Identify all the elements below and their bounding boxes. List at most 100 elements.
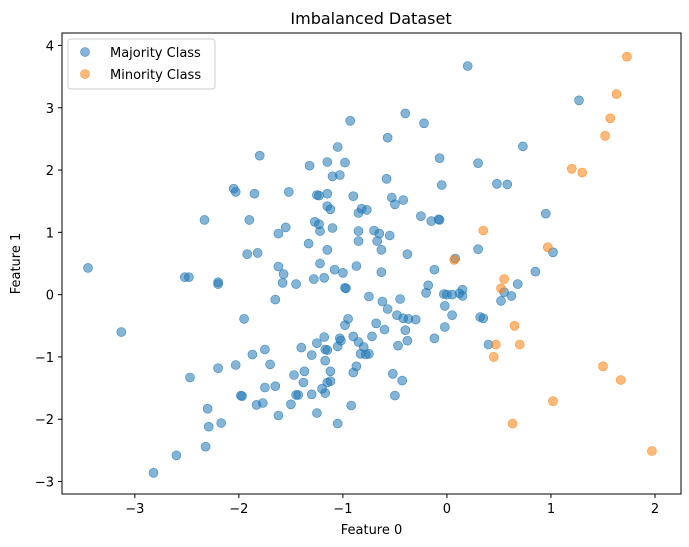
majority-point	[260, 344, 270, 355]
majority-point	[304, 160, 315, 171]
majority-point	[340, 157, 350, 168]
majority-point	[402, 249, 413, 259]
minority-point	[490, 339, 501, 350]
majority-point	[325, 204, 336, 215]
majority-point	[353, 226, 364, 236]
majority-point	[303, 238, 314, 249]
majority-point	[322, 345, 333, 355]
minority-point	[600, 131, 610, 141]
majority-point	[249, 188, 260, 199]
minority-point	[611, 89, 622, 99]
majority-point	[393, 340, 403, 351]
majority-point	[364, 348, 374, 359]
majority-point	[270, 294, 281, 305]
majority-point	[382, 132, 393, 143]
majority-point	[367, 331, 377, 342]
majority-point	[199, 215, 210, 225]
minority-point	[647, 446, 657, 456]
majority-point	[184, 272, 194, 283]
majority-point	[293, 390, 304, 400]
majority-point	[334, 170, 345, 180]
minority-point	[542, 242, 553, 253]
majority-point	[419, 118, 429, 129]
minority-point	[478, 225, 489, 236]
legend: Majority Class Minority Class	[67, 38, 216, 90]
majority-point	[291, 279, 301, 289]
majority-point	[506, 291, 517, 301]
y-tick-label: 1	[46, 226, 54, 241]
majority-point	[395, 294, 405, 304]
majority-point	[502, 179, 513, 190]
majority-point	[332, 142, 343, 152]
x-tick-label: −3	[125, 502, 144, 517]
legend-marker	[80, 69, 90, 79]
majority-point	[384, 230, 395, 241]
chart-title: Imbalanced Dataset	[290, 9, 451, 28]
minority-point	[577, 167, 588, 178]
majority-point	[492, 179, 502, 189]
majority-point	[242, 249, 252, 259]
majority-point	[283, 187, 294, 197]
majority-point	[381, 174, 392, 184]
majority-point	[429, 264, 440, 275]
majority-point	[280, 222, 291, 233]
minority-point	[496, 283, 506, 294]
majority-point	[260, 382, 270, 393]
majority-point	[329, 264, 340, 275]
majority-point	[320, 388, 331, 398]
x-tick-label: −1	[333, 502, 352, 517]
x-tick-label: 1	[547, 502, 555, 517]
majority-point	[341, 283, 351, 294]
majority-point	[308, 274, 319, 284]
majority-point	[423, 280, 434, 291]
y-tick-label: 3	[46, 102, 54, 117]
majority-point	[462, 61, 473, 71]
minority-point	[598, 361, 608, 372]
majority-point	[351, 261, 362, 271]
majority-point	[364, 291, 374, 302]
minority-point	[615, 375, 626, 385]
majority-point	[319, 332, 330, 342]
minority-point	[514, 339, 525, 350]
majority-point	[530, 266, 541, 277]
majority-point	[185, 372, 195, 383]
majority-point	[518, 141, 528, 152]
majority-point	[270, 381, 281, 392]
majority-point	[387, 368, 398, 379]
majority-point	[402, 335, 413, 346]
majority-point	[171, 450, 182, 461]
x-tick-label: 0	[443, 502, 451, 517]
majority-point	[390, 390, 400, 401]
majority-point	[315, 258, 325, 269]
majority-point	[322, 188, 333, 199]
majority-point	[299, 366, 310, 377]
majority-point	[200, 441, 211, 452]
legend-label: Minority Class	[110, 68, 201, 83]
majority-point	[247, 349, 258, 360]
majority-point	[379, 324, 390, 335]
minority-point	[507, 418, 518, 429]
minority-point	[548, 396, 558, 407]
majority-point	[203, 421, 214, 432]
majority-point	[286, 399, 296, 410]
majority-point	[338, 267, 348, 278]
majority-point	[439, 322, 450, 332]
majority-point	[296, 342, 307, 353]
majority-point	[320, 355, 331, 366]
majority-point	[410, 314, 421, 325]
majority-point	[314, 190, 324, 201]
majority-point	[273, 228, 284, 239]
majority-point	[377, 296, 388, 307]
majority-point	[343, 314, 353, 324]
minority-point	[605, 113, 616, 124]
majority-point	[252, 248, 263, 258]
majority-point	[348, 191, 359, 201]
minority-point	[499, 274, 509, 284]
y-axis-ticks: −3 −2 −1 0 1 2 3 4	[35, 39, 62, 491]
minority-point	[622, 51, 632, 62]
majority-point	[312, 338, 322, 349]
y-tick-label: −3	[35, 476, 54, 491]
majority-point	[512, 279, 523, 289]
majority-point	[376, 245, 387, 255]
